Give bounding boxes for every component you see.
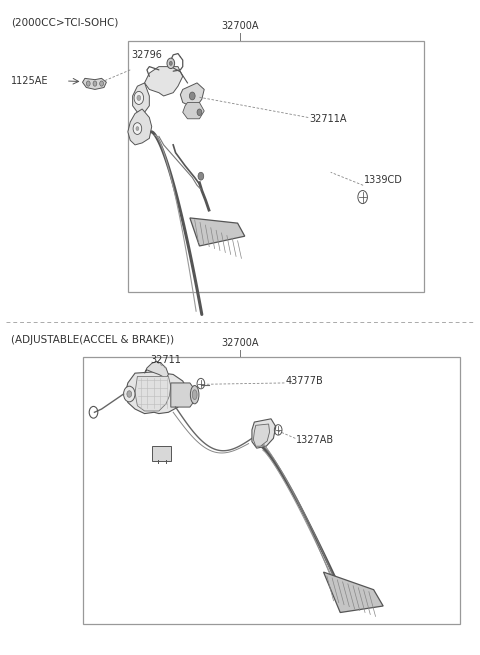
Polygon shape [183, 102, 204, 119]
Text: 32711A: 32711A [309, 114, 347, 124]
Circle shape [136, 126, 139, 130]
Text: 1327AB: 1327AB [296, 435, 335, 445]
Text: 1125AE: 1125AE [11, 76, 48, 86]
Ellipse shape [191, 386, 199, 404]
Circle shape [123, 386, 135, 402]
Circle shape [198, 172, 204, 180]
Ellipse shape [192, 390, 197, 400]
Polygon shape [190, 218, 245, 246]
Circle shape [93, 81, 97, 86]
Circle shape [137, 96, 141, 100]
Polygon shape [324, 572, 383, 612]
Text: 32711: 32711 [151, 355, 181, 365]
Bar [83, 357, 459, 624]
Polygon shape [252, 419, 276, 448]
Text: 43777B: 43777B [285, 376, 323, 386]
Text: 1339CD: 1339CD [364, 176, 403, 185]
Polygon shape [125, 372, 188, 413]
Circle shape [190, 92, 195, 100]
Polygon shape [144, 67, 183, 96]
Text: (ADJUSTABLE(ACCEL & BRAKE)): (ADJUSTABLE(ACCEL & BRAKE)) [11, 335, 174, 345]
Polygon shape [253, 424, 270, 446]
FancyBboxPatch shape [152, 445, 171, 461]
Text: 32796: 32796 [132, 50, 162, 60]
Text: 32700A: 32700A [221, 339, 259, 348]
Circle shape [167, 58, 175, 69]
Polygon shape [144, 362, 168, 379]
Polygon shape [135, 377, 171, 411]
Circle shape [100, 81, 104, 86]
Text: 32700A: 32700A [221, 21, 259, 31]
Circle shape [134, 92, 144, 104]
Polygon shape [128, 109, 152, 145]
Polygon shape [83, 79, 107, 90]
Circle shape [197, 109, 202, 115]
Circle shape [169, 62, 172, 66]
Circle shape [133, 122, 142, 134]
Circle shape [86, 81, 90, 86]
Circle shape [127, 391, 132, 398]
Polygon shape [132, 83, 149, 112]
Polygon shape [171, 383, 195, 407]
Bar [128, 41, 424, 291]
Text: (2000CC>TCI-SOHC): (2000CC>TCI-SOHC) [11, 18, 118, 28]
Polygon shape [180, 83, 204, 107]
